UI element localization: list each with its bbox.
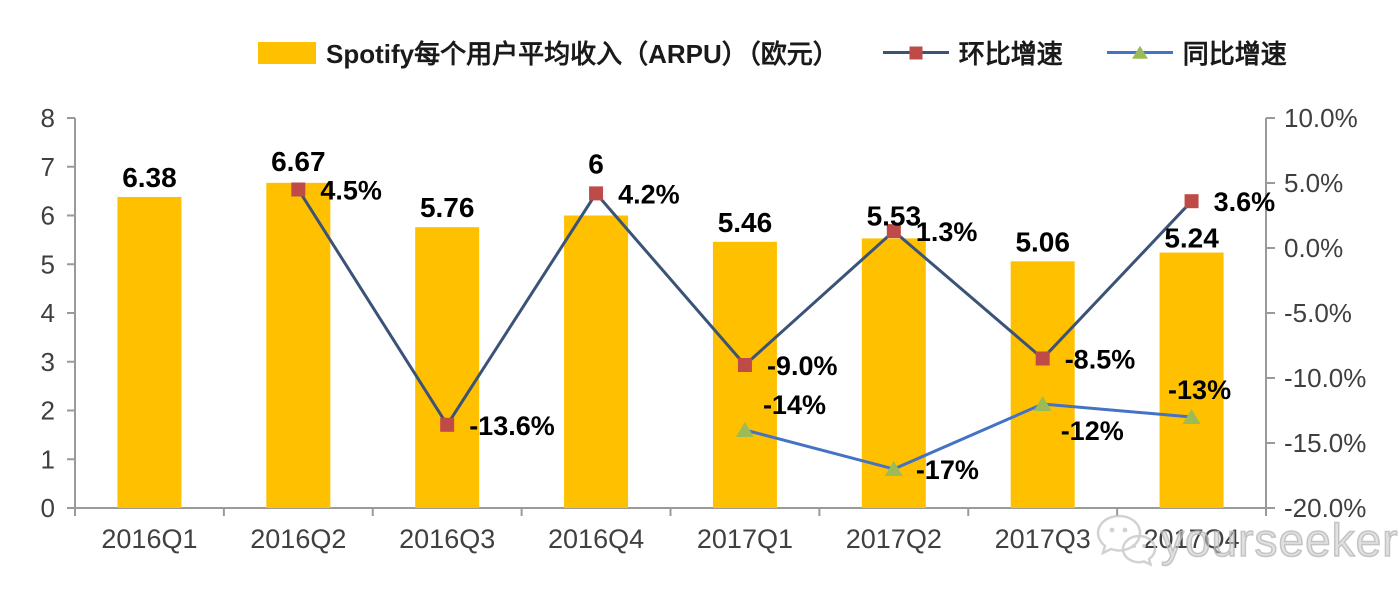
yoy-value-label: -17% <box>916 455 979 485</box>
qoq-value-label: 4.2% <box>618 179 680 209</box>
qoq-line-sample-icon <box>882 46 949 59</box>
bar-2016Q3 <box>415 227 480 508</box>
legend-label-arpu: Spotify每个用户平均收入（ARPU）（欧元） <box>326 39 839 69</box>
bar-2017Q4 <box>1159 252 1224 508</box>
left-axis-tick-label: 0 <box>41 493 55 523</box>
qoq-marker-2017Q2 <box>886 224 901 239</box>
yoy-marker-2017Q3 <box>1033 396 1052 411</box>
yoy-marker-2017Q1 <box>735 422 754 437</box>
x-axis-label: 2017Q4 <box>1144 524 1240 554</box>
qoq-marker-2016Q4 <box>589 186 604 201</box>
left-axis-tick-label: 6 <box>41 201 55 231</box>
bar-2017Q1 <box>712 241 777 508</box>
bar-value-label: 6 <box>588 149 604 180</box>
qoq-value-label: 4.5% <box>320 176 382 206</box>
qoq-marker-2017Q4 <box>1184 194 1199 209</box>
legend-label-qoq: 环比增速 <box>958 39 1063 69</box>
qoq-value-label: 3.6% <box>1214 187 1276 217</box>
right-axis-tick-label: -5.0% <box>1284 298 1352 328</box>
bar-swatch-icon <box>258 41 316 64</box>
bar-value-label: 5.46 <box>718 207 773 238</box>
yoy-value-label: -14% <box>763 390 826 420</box>
bar-2017Q3 <box>1010 261 1075 508</box>
yoy-marker-2017Q2 <box>884 461 903 476</box>
bar-2016Q1 <box>117 196 182 508</box>
yoy-marker-2017Q4 <box>1182 409 1201 424</box>
x-axis-label: 2016Q3 <box>399 524 495 554</box>
chart-legend: Spotify每个用户平均收入（ARPU）（欧元） 环比增速 同比增速 <box>258 34 1287 71</box>
left-axis-tick-label: 2 <box>41 396 55 426</box>
left-axis-tick-label: 8 <box>41 103 55 133</box>
right-axis-tick-label: -15.0% <box>1284 428 1366 458</box>
bar-value-label: 6.67 <box>271 146 326 177</box>
qoq-marker-2017Q3 <box>1035 351 1050 366</box>
left-axis-tick-label: 1 <box>41 444 55 474</box>
bar-value-label: 5.53 <box>867 200 922 231</box>
legend-label-yoy: 同比增速 <box>1182 39 1287 69</box>
x-axis-label: 2017Q2 <box>846 524 942 554</box>
legend-item-arpu-bar: Spotify每个用户平均收入（ARPU）（欧元） <box>258 34 839 71</box>
qoq-value-label: -13.6% <box>469 411 555 441</box>
x-axis-label: 2016Q1 <box>101 524 197 554</box>
right-axis-tick-label: 0.0% <box>1284 233 1343 263</box>
x-axis-label: 2016Q2 <box>250 524 346 554</box>
bar-value-label: 5.24 <box>1164 223 1219 254</box>
bar-value-label: 6.38 <box>122 162 177 193</box>
qoq-value-label: -8.5% <box>1065 345 1136 375</box>
yoy-line-sample-icon <box>1106 45 1173 59</box>
qoq-value-label: 1.3% <box>916 217 978 247</box>
right-axis-tick-label: 10.0% <box>1284 103 1358 133</box>
left-axis-tick-label: 5 <box>41 249 55 279</box>
qoq-marker-2016Q3 <box>440 417 455 432</box>
left-axis-tick-label: 4 <box>41 298 55 328</box>
yoy-value-label: -13% <box>1168 375 1231 405</box>
right-axis-tick-label: -20.0% <box>1284 493 1366 523</box>
legend-item-yoy: 同比增速 <box>1106 34 1287 71</box>
qoq-square-marker-icon <box>909 46 923 59</box>
x-axis-label: 2017Q1 <box>697 524 793 554</box>
bar-2016Q4 <box>564 215 629 508</box>
yoy-line <box>744 402 1192 471</box>
x-axis-label: 2017Q3 <box>995 524 1091 554</box>
x-axis-label: 2016Q4 <box>548 524 644 554</box>
yoy-triangle-marker-icon <box>1131 45 1148 59</box>
qoq-value-label: -9.0% <box>767 351 838 381</box>
bar-value-label: 5.76 <box>420 192 475 223</box>
right-axis-tick-label: -10.0% <box>1284 363 1366 393</box>
yoy-value-label: -12% <box>1061 416 1124 446</box>
bar-value-label: 5.06 <box>1015 226 1070 257</box>
left-axis-tick-label: 7 <box>41 152 55 182</box>
left-axis-tick-label: 3 <box>41 347 55 377</box>
legend-item-qoq: 环比增速 <box>882 34 1063 71</box>
qoq-marker-2017Q1 <box>737 358 752 372</box>
bar-2016Q2 <box>266 182 331 508</box>
right-axis-tick-label: 5.0% <box>1284 168 1343 198</box>
qoq-marker-2016Q2 <box>291 182 306 197</box>
